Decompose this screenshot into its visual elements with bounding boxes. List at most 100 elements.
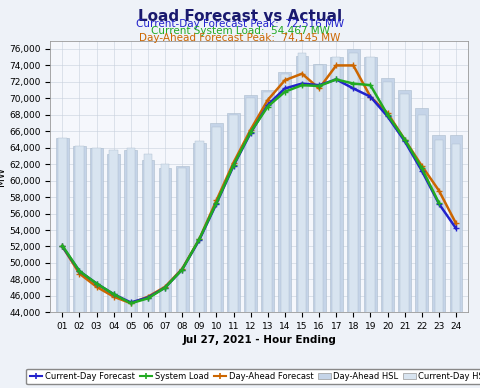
Line: Current-Day Forecast: Current-Day Forecast [60, 77, 459, 305]
Current-Day Forecast [128, 300, 134, 305]
Bar [330, 57, 343, 388]
Bar [244, 95, 257, 388]
Bar [195, 141, 204, 388]
System Load [162, 285, 168, 290]
Day-Ahead Forecast [350, 63, 356, 68]
Bar [278, 72, 291, 388]
Legend: Current-Day Forecast, System Load, Day-Ahead Forecast, Day-Ahead HSL, Current-Da: Current-Day Forecast, System Load, Day-A… [26, 369, 480, 384]
Current-Day Forecast [145, 295, 151, 300]
Current-Day Forecast [436, 201, 442, 206]
Bar [109, 150, 118, 388]
Current-Day Forecast [368, 94, 373, 99]
Bar [90, 148, 103, 388]
System Load [111, 292, 117, 296]
Current-Day Forecast [180, 267, 185, 272]
Day-Ahead Forecast [214, 198, 219, 203]
Day-Ahead Forecast [94, 284, 99, 289]
Bar [58, 138, 67, 388]
System Load [77, 269, 83, 274]
Day-Ahead Forecast [248, 127, 253, 132]
Bar [364, 57, 377, 388]
Bar [212, 127, 221, 388]
Current-Day Forecast [60, 244, 65, 249]
Day-Ahead Forecast [384, 111, 390, 116]
Current-Day Forecast [350, 86, 356, 91]
System Load [299, 83, 305, 88]
Bar [415, 108, 428, 388]
Bar [384, 82, 392, 388]
System Load [368, 83, 373, 88]
Current-Day Forecast [111, 292, 117, 296]
System Load [265, 104, 271, 109]
Current-Day Forecast [453, 226, 459, 231]
System Load [384, 113, 390, 117]
System Load [214, 201, 219, 205]
Bar [210, 123, 223, 388]
Bar [418, 115, 426, 388]
Bar [142, 160, 155, 388]
Bar [398, 90, 411, 388]
Bar [347, 49, 360, 388]
Day-Ahead Forecast [419, 163, 425, 168]
Bar [434, 140, 443, 388]
System Load [145, 296, 151, 301]
System Load [350, 81, 356, 86]
Day-Ahead Forecast [368, 94, 373, 99]
Bar [108, 154, 120, 388]
Current-Day Forecast [299, 81, 305, 86]
Current-Day Forecast [214, 201, 219, 206]
System Load [402, 137, 408, 142]
Current-Day Forecast [94, 281, 99, 286]
Current-Day Forecast [402, 139, 408, 144]
Bar [92, 148, 101, 388]
Bar [312, 64, 325, 388]
Bar [381, 78, 394, 388]
Current-Day Forecast [265, 102, 271, 107]
Bar [332, 57, 340, 388]
Day-Ahead Forecast [128, 301, 134, 306]
Day-Ahead Forecast [436, 188, 442, 193]
Bar [349, 53, 358, 388]
Day-Ahead Forecast [282, 78, 288, 83]
Day-Ahead Forecast [265, 98, 271, 102]
Bar [264, 92, 272, 388]
System Load [333, 77, 339, 82]
Bar [178, 168, 186, 388]
X-axis label: Jul 27, 2021 - Hour Ending: Jul 27, 2021 - Hour Ending [182, 335, 336, 345]
Bar [176, 166, 189, 388]
Day-Ahead Forecast [402, 137, 408, 142]
Day-Ahead Forecast [145, 294, 151, 299]
Day-Ahead Forecast [60, 244, 65, 249]
Text: Day-Ahead Forecast Peak:  74,145 MW: Day-Ahead Forecast Peak: 74,145 MW [139, 33, 341, 43]
Bar [193, 143, 206, 388]
Current-Day Forecast [384, 114, 390, 119]
Current-Day Forecast [162, 285, 168, 290]
Current-Day Forecast [316, 83, 322, 88]
Bar [56, 138, 69, 388]
Day-Ahead Forecast [196, 237, 202, 241]
Bar [246, 98, 255, 388]
System Load [248, 130, 253, 134]
Bar [281, 74, 289, 388]
Current-Day Forecast [282, 86, 288, 91]
Bar [366, 57, 375, 388]
Bar [261, 90, 274, 388]
Bar [432, 135, 445, 388]
Day-Ahead Forecast [162, 284, 168, 289]
System Load [316, 84, 322, 88]
Bar [400, 94, 409, 388]
Y-axis label: MW: MW [0, 167, 6, 186]
Day-Ahead Forecast [111, 294, 117, 299]
Text: Current System Load:  54,467 MW: Current System Load: 54,467 MW [151, 26, 329, 36]
Day-Ahead Forecast [77, 271, 83, 276]
Bar [229, 115, 238, 388]
System Load [282, 90, 288, 94]
Bar [159, 168, 171, 388]
Current-Day Forecast [248, 131, 253, 135]
Bar [450, 135, 462, 388]
System Load [436, 201, 442, 205]
Line: System Load: System Load [60, 77, 442, 306]
System Load [94, 281, 99, 286]
Current-Day Forecast [333, 77, 339, 82]
Bar [124, 150, 137, 388]
